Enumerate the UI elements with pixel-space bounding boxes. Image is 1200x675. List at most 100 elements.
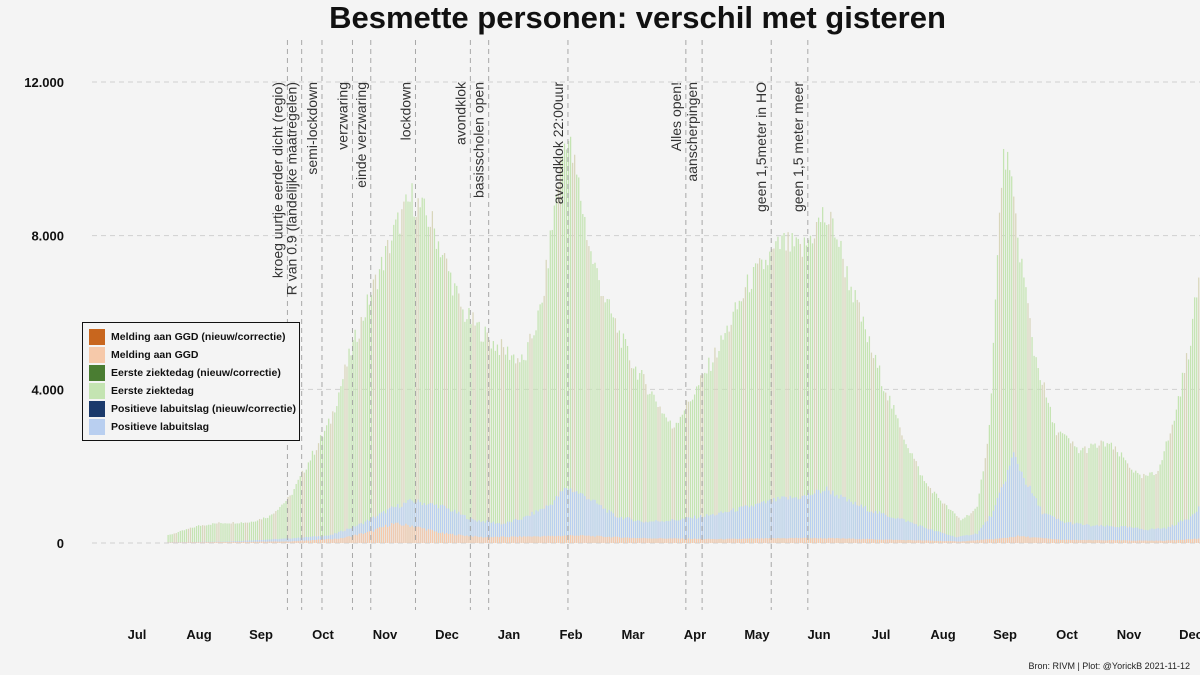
bar-eerste-ziektedag — [1147, 475, 1149, 543]
bar-positieve-labuitslag — [533, 514, 535, 543]
bar-melding-ggd — [285, 541, 287, 543]
bar-eerste-ziektedag — [637, 379, 639, 543]
bar-eerste-ziektedag — [630, 368, 633, 543]
bar-melding-ggd — [569, 535, 572, 543]
bar-positieve-labuitslag — [364, 521, 366, 543]
bar-melding-ggd — [1074, 539, 1076, 543]
bar-melding-ggd — [417, 526, 419, 543]
bar-melding-ggd — [911, 540, 913, 543]
bar-eerste-ziektedag — [468, 308, 470, 543]
bar-positieve-labuitslag — [677, 520, 679, 543]
bar-positieve-labuitslag — [1049, 515, 1051, 543]
bar-eerste-ziektedag — [232, 522, 234, 543]
bar-eerste-ziektedag — [281, 504, 283, 543]
bar-eerste-ziektedag — [763, 269, 765, 543]
bar-eerste-ziektedag — [315, 450, 318, 543]
bar-melding-ggd — [759, 538, 761, 543]
bar-melding-ggd — [413, 527, 415, 543]
bar-melding-ggd — [1043, 538, 1045, 543]
bar-eerste-ziektedag — [506, 346, 509, 543]
bar-eerste-ziektedag — [183, 530, 186, 543]
bar-positieve-labuitslag — [1161, 528, 1163, 543]
bar-melding-ggd — [232, 541, 234, 543]
bar-eerste-ziektedag — [990, 393, 993, 543]
bar-positieve-labuitslag — [1131, 527, 1133, 543]
bar-eerste-ziektedag — [944, 503, 946, 543]
bar-positieve-labuitslag — [915, 524, 917, 543]
bar-eerste-ziektedag — [545, 259, 547, 543]
bar-positieve-labuitslag — [301, 537, 303, 543]
bar-melding-ggd — [909, 539, 911, 543]
bar-eerste-ziektedag — [1141, 478, 1143, 543]
bar-positieve-labuitslag — [557, 496, 560, 543]
bar-positieve-labuitslag — [256, 540, 259, 543]
bar-positieve-labuitslag — [972, 534, 974, 543]
bar-melding-ggd — [171, 542, 173, 543]
bar-eerste-ziektedag — [448, 271, 450, 543]
bar-melding-ggd — [673, 538, 675, 543]
bar-positieve-labuitslag — [663, 521, 665, 543]
bar-melding-ggd — [874, 539, 877, 543]
bar-positieve-labuitslag — [673, 519, 675, 543]
bar-eerste-ziektedag — [872, 358, 875, 543]
bar-eerste-ziektedag — [403, 201, 405, 543]
bar-eerste-ziektedag — [781, 235, 783, 543]
bar-melding-ggd — [610, 537, 612, 543]
bar-eerste-ziektedag — [543, 295, 545, 543]
bar-eerste-ziektedag — [992, 342, 995, 543]
bar-eerste-ziektedag — [820, 222, 822, 543]
bar-positieve-labuitslag — [805, 496, 808, 543]
bar-melding-ggd — [748, 538, 751, 543]
legend: Melding aan GGD (nieuw/correctie) Melding… — [82, 322, 300, 441]
bar-melding-ggd — [224, 542, 226, 543]
bar-eerste-ziektedag — [307, 462, 310, 543]
bar-positieve-labuitslag — [754, 503, 757, 543]
bar-eerste-ziektedag — [939, 500, 942, 543]
bar-positieve-labuitslag — [1061, 521, 1064, 543]
bar-eerste-ziektedag — [301, 470, 303, 543]
bar-melding-ggd — [1116, 540, 1119, 543]
bar-melding-ggd — [397, 522, 399, 543]
bar-melding-ggd — [553, 536, 555, 543]
legend-swatch — [89, 401, 105, 417]
bar-positieve-labuitslag — [797, 499, 799, 543]
bar-eerste-ziektedag — [496, 344, 499, 543]
bar-melding-ggd — [1151, 540, 1153, 543]
bar-positieve-labuitslag — [366, 519, 368, 543]
bar-positieve-labuitslag — [1187, 519, 1190, 543]
bar-eerste-ziektedag — [598, 280, 600, 543]
bar-melding-ggd — [716, 539, 718, 543]
bar-melding-ggd — [366, 531, 368, 543]
bar-positieve-labuitslag — [919, 525, 921, 543]
bar-eerste-ziektedag — [923, 481, 925, 543]
bar-eerste-ziektedag — [561, 155, 564, 544]
bar-eerste-ziektedag — [1106, 443, 1108, 543]
bar-positieve-labuitslag — [633, 521, 635, 543]
bar-eerste-ziektedag — [1159, 464, 1161, 543]
bar-melding-ggd — [620, 537, 623, 543]
bar-eerste-ziektedag — [1094, 443, 1096, 543]
x-tick-label: Jan — [498, 627, 520, 642]
bar-eerste-ziektedag — [683, 410, 686, 543]
bar-positieve-labuitslag — [1007, 469, 1009, 543]
bar-melding-ggd — [881, 539, 883, 543]
bar-positieve-labuitslag — [596, 503, 598, 543]
bar-positieve-labuitslag — [807, 493, 810, 543]
bar-melding-ggd — [220, 542, 222, 543]
bar-melding-ggd — [230, 542, 232, 543]
bar-melding-ggd — [1165, 540, 1167, 543]
bar-melding-ggd — [346, 536, 348, 543]
bar-eerste-ziektedag — [1007, 151, 1009, 543]
bar-eerste-ziektedag — [746, 274, 749, 543]
bar-melding-ggd — [937, 540, 940, 543]
bar-melding-ggd — [614, 536, 616, 543]
bar-eerste-ziektedag — [218, 522, 220, 543]
bar-melding-ggd — [903, 539, 905, 543]
bar-melding-ggd — [563, 535, 566, 543]
bar-melding-ggd — [1033, 537, 1035, 543]
bar-eerste-ziektedag — [242, 522, 244, 543]
bar-melding-ggd — [767, 538, 769, 543]
bar-positieve-labuitslag — [889, 517, 891, 543]
bar-melding-ggd — [484, 537, 486, 543]
bar-positieve-labuitslag — [291, 538, 293, 543]
